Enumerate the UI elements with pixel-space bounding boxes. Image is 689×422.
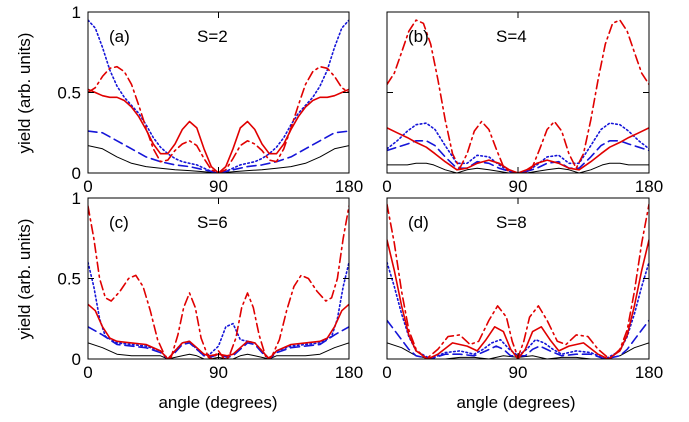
y-tick-label: 0 <box>72 164 81 183</box>
x-tick-label: 180 <box>335 177 363 196</box>
panel-b: 0 90 180 (b) S=4 <box>382 11 663 196</box>
x-tick-label: 90 <box>509 363 528 382</box>
panel-c: 0 90 180 0 0.5 1 (c) S=6 <box>57 189 363 382</box>
series-line-red-dashdot <box>88 205 349 359</box>
y-tick-label: 1 <box>72 3 81 22</box>
x-tick-label: 0 <box>83 177 92 196</box>
series-line-blue-dotted <box>387 122 649 173</box>
panel-label: (a) <box>109 27 130 46</box>
y-axis-label: yield (arb. units) <box>15 219 34 340</box>
x-tick-label: 90 <box>209 177 228 196</box>
panel-label: (d) <box>408 213 429 232</box>
panel-title: S=8 <box>496 213 527 232</box>
x-tick-label: 180 <box>335 363 363 382</box>
series-line-black-solid <box>88 145 349 173</box>
y-tick-label: 1 <box>72 189 81 208</box>
x-axis-label: angle (degrees) <box>456 393 575 412</box>
x-tick-label: 0 <box>382 363 391 382</box>
panel-label: (b) <box>408 27 429 46</box>
series-line-red-dashdot <box>88 65 349 173</box>
x-axis-label: angle (degrees) <box>158 393 277 412</box>
series-line-blue-dotted <box>88 19 349 173</box>
y-tick-label: 0 <box>72 350 81 369</box>
panel-d: 0 90 180 (d) S=8 <box>382 197 663 382</box>
panel-title: S=2 <box>197 27 228 46</box>
series-line-red-solid <box>88 88 349 173</box>
panel-title: S=4 <box>496 27 527 46</box>
series-line-red-solid <box>387 239 649 359</box>
y-axis-label: yield (arb. units) <box>15 33 34 154</box>
x-tick-label: 90 <box>209 363 228 382</box>
series-line-blue-dashed <box>88 326 349 359</box>
x-tick-label: 180 <box>635 177 663 196</box>
series-line-blue-dashed <box>88 130 349 173</box>
panel-a: 0 90 180 0 0.5 1 (a) S=2 <box>57 3 363 196</box>
y-tick-label: 0.5 <box>57 270 81 289</box>
x-tick-label: 180 <box>635 363 663 382</box>
series-line-blue-dotted <box>387 261 649 359</box>
series-line-red-solid <box>387 127 649 173</box>
series-line-black-solid <box>387 162 649 173</box>
series-line-blue-dashed <box>387 140 649 173</box>
x-tick-label: 90 <box>509 177 528 196</box>
x-tick-label: 0 <box>382 177 391 196</box>
series-line-red-dashdot <box>387 19 649 173</box>
panel-title: S=6 <box>197 213 228 232</box>
series-line-blue-dotted <box>88 261 349 359</box>
y-tick-label: 0.5 <box>57 84 81 103</box>
panel-label: (c) <box>109 213 129 232</box>
x-tick-label: 0 <box>83 363 92 382</box>
